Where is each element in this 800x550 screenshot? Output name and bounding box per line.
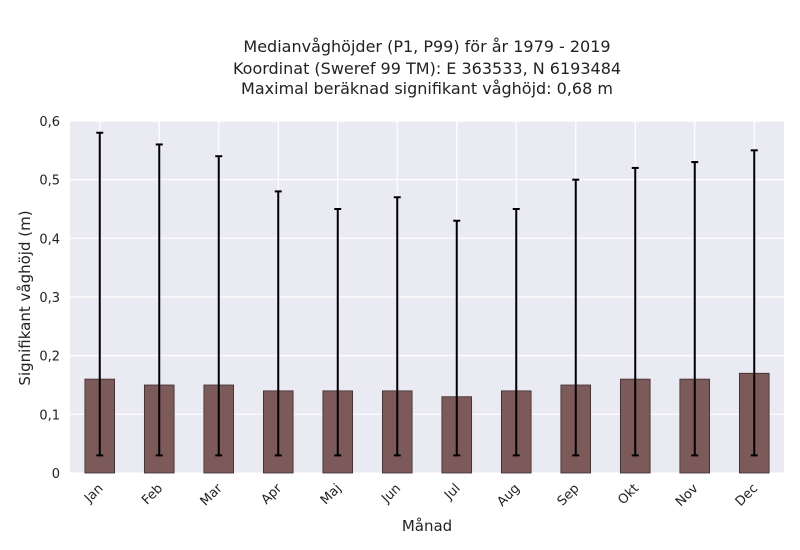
error-bar (572, 178, 580, 457)
chart-title-line-1: Medianvåghöjder (P1, P99) för år 1979 - … (243, 37, 610, 56)
error-bar (750, 149, 758, 457)
x-tick-label: Apr (259, 481, 286, 508)
error-bar (155, 143, 163, 457)
y-tick-label: 0,1 (39, 408, 60, 423)
x-tick-label: Jun (378, 481, 404, 507)
y-tick-label: 0,6 (39, 115, 60, 130)
x-tick-label: Maj (318, 481, 345, 508)
chart-title-line-3: Maximal beräknad signifikant våghöjd: 0,… (241, 79, 613, 98)
error-bars (96, 131, 758, 457)
y-tick-label: 0,3 (39, 291, 60, 306)
error-bar (96, 131, 104, 457)
y-axis-label: Signifikant våghöjd (m) (16, 210, 34, 385)
y-ticks: 0 0,1 0,2 0,3 0,4 0,5 0,6 (39, 115, 60, 482)
error-bar (334, 208, 342, 457)
error-bar (691, 161, 699, 457)
error-bar (393, 196, 401, 457)
x-tick-label: Mar (198, 481, 226, 509)
y-tick-label: 0,2 (39, 350, 60, 365)
x-tick-label: Aug (495, 481, 524, 510)
error-bar (512, 208, 520, 457)
y-tick-label: 0,4 (39, 232, 60, 247)
x-tick-label: Dec (733, 481, 761, 509)
x-tick-label: Nov (673, 481, 702, 510)
chart-title-line-2: Koordinat (Sweref 99 TM): E 363533, N 61… (233, 59, 621, 78)
error-bar (631, 166, 639, 457)
x-axis-label: Månad (402, 517, 452, 535)
error-bar (274, 190, 282, 457)
x-tick-label: Sep (555, 481, 583, 509)
x-tick-label: Jul (441, 481, 463, 503)
y-tick-label: 0 (52, 467, 60, 482)
x-tick-label: Jan (81, 481, 106, 506)
y-tick-label: 0,5 (39, 174, 60, 189)
x-ticks: Jan Feb Mar Apr Maj Jun Jul Aug Sep Okt Nov Dec (81, 481, 761, 510)
error-bar (453, 219, 461, 457)
x-tick-label: Feb (139, 481, 166, 508)
x-tick-label: Okt (615, 481, 642, 508)
error-bar (215, 155, 223, 457)
